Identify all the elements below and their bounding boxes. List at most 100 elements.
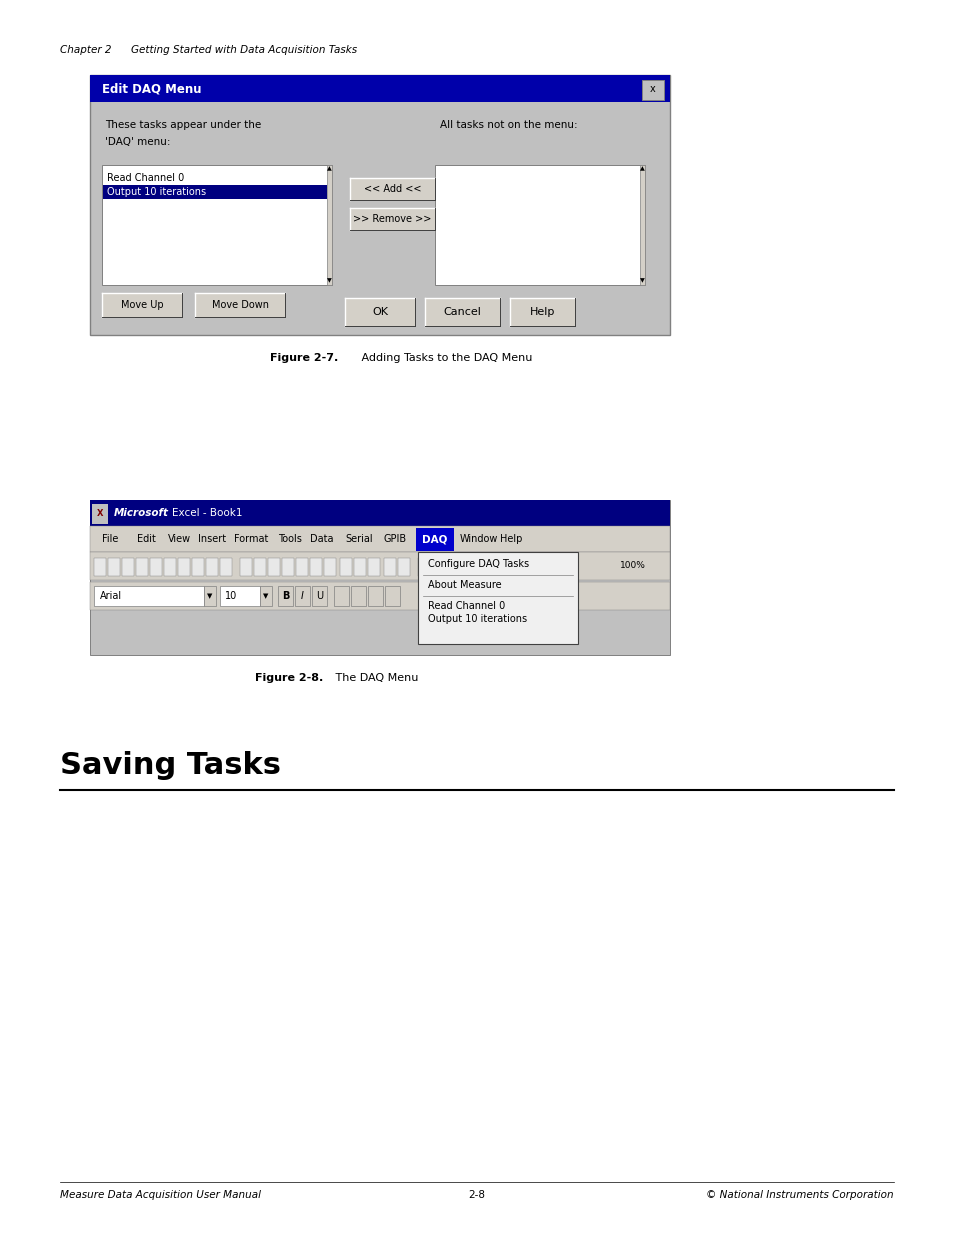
Bar [90,582,669,610]
Text: File: File [102,534,118,543]
Text: The DAQ Menu: The DAQ Menu [332,673,418,683]
Text: 100%: 100% [619,562,645,571]
Text: Microsoft: Microsoft [113,508,169,517]
Text: Arial: Arial [100,592,122,601]
Bar [150,558,162,576]
Text: ▼: ▼ [207,593,213,599]
Text: These tasks appear under the: These tasks appear under the [105,120,261,130]
Text: Figure 2-7.: Figure 2-7. [270,353,338,363]
Text: U: U [315,592,323,601]
Text: ▲: ▲ [639,167,644,172]
Bar [102,165,332,285]
Bar [268,558,280,576]
Bar [417,552,578,643]
Bar [90,75,669,103]
Bar [194,293,285,317]
Text: x: x [649,84,656,94]
Bar [122,558,133,576]
Bar [103,185,327,199]
Bar [339,558,352,576]
Bar [368,558,379,576]
Bar [90,552,669,580]
Text: 10: 10 [225,592,237,601]
Bar [277,585,293,606]
Text: >> Remove >>: >> Remove >> [353,214,432,224]
Bar [253,558,266,576]
Text: View: View [168,534,191,543]
Text: Excel - Book1: Excel - Book1 [172,508,242,517]
Bar [327,165,332,285]
Bar [94,585,204,606]
Bar [424,298,499,326]
Text: I: I [301,592,304,601]
Bar [91,504,108,524]
Bar [206,558,218,576]
Bar [384,558,395,576]
Text: Window: Window [459,534,497,543]
Bar [90,500,669,655]
Text: B: B [281,592,289,601]
Bar [368,585,382,606]
Text: 'DAQ' menu:: 'DAQ' menu: [105,137,171,147]
Bar [354,558,366,576]
Text: Help: Help [529,308,555,317]
Bar [90,526,669,552]
Text: Edit DAQ Menu: Edit DAQ Menu [102,82,201,95]
Bar [312,585,327,606]
Text: Move Up: Move Up [121,300,163,310]
Text: Figure 2-8.: Figure 2-8. [254,673,323,683]
Text: Cancel: Cancel [443,308,481,317]
Bar [416,529,454,551]
Text: All tasks not on the menu:: All tasks not on the menu: [439,120,577,130]
Bar [90,500,669,526]
Bar [136,558,148,576]
Bar [295,558,308,576]
Bar [204,585,215,606]
Text: Chapter 2      Getting Started with Data Acquisition Tasks: Chapter 2 Getting Started with Data Acqu… [60,44,356,56]
Bar [417,558,430,576]
Text: Saving Tasks: Saving Tasks [60,751,281,781]
Text: Read Channel 0: Read Channel 0 [107,173,184,183]
Bar [345,298,415,326]
Text: Edit: Edit [137,534,155,543]
Bar [102,293,182,317]
Bar [90,75,669,335]
Text: ▼: ▼ [263,593,269,599]
Text: Configure DAQ Tasks: Configure DAQ Tasks [428,559,529,569]
Text: OK: OK [372,308,388,317]
Text: Format: Format [233,534,268,543]
Bar [94,558,106,576]
Text: Serial: Serial [345,534,373,543]
Text: GPIB: GPIB [382,534,406,543]
Text: © National Instruments Corporation: © National Instruments Corporation [705,1191,893,1200]
Text: Output 10 iterations: Output 10 iterations [107,186,206,198]
Text: Tools: Tools [277,534,301,543]
Bar [641,80,663,100]
Bar [350,207,435,230]
Text: Read Channel 0: Read Channel 0 [428,601,505,611]
Text: About Measure: About Measure [428,580,501,590]
Bar [178,558,190,576]
Bar [192,558,204,576]
Bar [639,165,644,285]
Text: Move Down: Move Down [212,300,268,310]
Text: Output 10 iterations: Output 10 iterations [428,615,527,625]
Bar [108,558,120,576]
Bar [220,585,260,606]
Bar [282,558,294,576]
Bar [324,558,335,576]
Bar [510,298,575,326]
Bar [240,558,252,576]
Bar [164,558,175,576]
Text: Insert: Insert [198,534,226,543]
Text: << Add <<: << Add << [363,184,421,194]
Bar [351,585,366,606]
Bar [220,558,232,576]
Text: Measure Data Acquisition User Manual: Measure Data Acquisition User Manual [60,1191,261,1200]
Text: X: X [96,510,103,519]
Text: Data: Data [310,534,334,543]
Text: Adding Tasks to the DAQ Menu: Adding Tasks to the DAQ Menu [357,353,532,363]
Bar [310,558,322,576]
Text: ▲: ▲ [327,167,332,172]
Bar [294,585,310,606]
